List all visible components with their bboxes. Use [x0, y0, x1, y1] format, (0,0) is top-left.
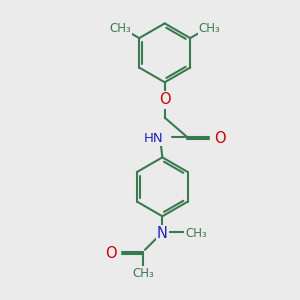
- Text: O: O: [214, 131, 226, 146]
- Text: N: N: [157, 226, 168, 242]
- Text: HN: HN: [144, 132, 164, 145]
- Text: CH₃: CH₃: [132, 267, 154, 280]
- Text: CH₃: CH₃: [199, 22, 220, 35]
- Text: CH₃: CH₃: [185, 227, 207, 240]
- Text: O: O: [105, 246, 117, 261]
- Text: O: O: [159, 92, 170, 107]
- Text: CH₃: CH₃: [109, 22, 131, 35]
